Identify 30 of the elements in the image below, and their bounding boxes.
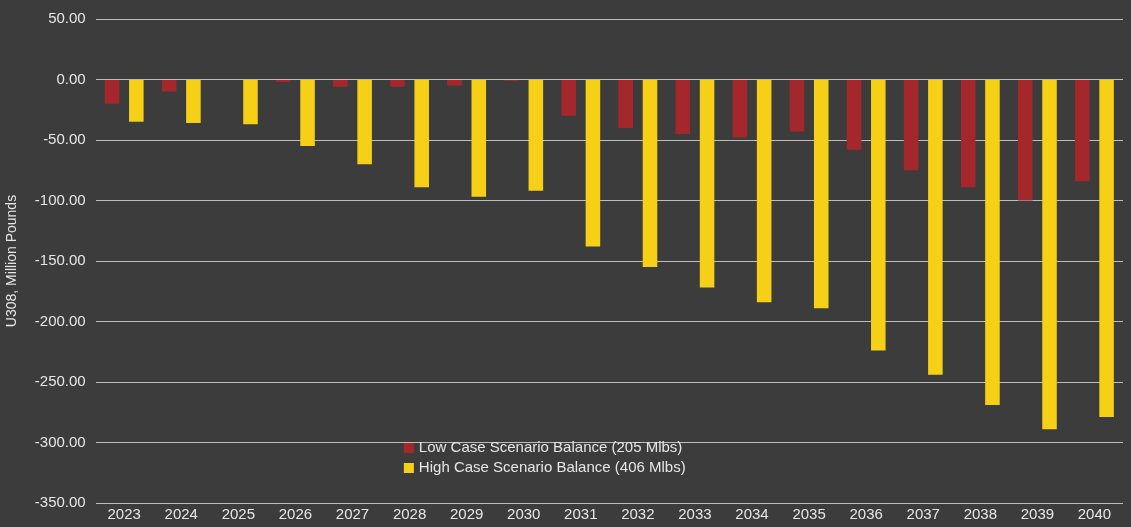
y-tick-label: -150.00 (34, 251, 86, 269)
x-tick-label: 2025 (221, 505, 256, 523)
y-tick-label: 0.00 (56, 69, 86, 87)
y-tick-label: -350.00 (34, 493, 86, 511)
x-tick-label: 2038 (963, 505, 997, 523)
y-tick-label: -100.00 (34, 190, 86, 208)
x-tick-label: 2035 (792, 505, 826, 523)
x-tick-label: 2033 (678, 505, 712, 523)
legend-label: Low Case Scenario Balance (205 Mlbs) (418, 438, 683, 456)
y-tick-label: -200.00 (34, 311, 86, 329)
y-axis-title: U308, Million Pounds (3, 194, 20, 328)
x-tick-label: 2030 (507, 505, 541, 523)
x-tick-label: 2026 (278, 505, 313, 523)
x-tick-label: 2027 (335, 505, 370, 523)
x-tick-label: 2028 (392, 505, 427, 523)
legend-label: High Case Scenario Balance (406 Mlbs) (418, 458, 686, 476)
y-tick-label: -300.00 (34, 432, 86, 450)
x-tick-label: 2039 (1020, 505, 1055, 523)
x-tick-label: 2031 (564, 505, 598, 523)
y-tick-label: 50.00 (48, 9, 86, 27)
x-tick-label: 2032 (621, 505, 655, 523)
y-tick-label: -50.00 (43, 130, 86, 148)
y-tick-label: -250.00 (34, 372, 86, 390)
x-tick-label: 2034 (735, 505, 769, 523)
x-tick-label: 2024 (164, 505, 198, 523)
x-tick-label: 2040 (1077, 505, 1112, 523)
x-tick-label: 2037 (906, 505, 940, 523)
x-tick-label: 2029 (449, 505, 484, 523)
x-tick-label: 2036 (849, 505, 883, 523)
x-tick-label: 2023 (107, 505, 141, 523)
